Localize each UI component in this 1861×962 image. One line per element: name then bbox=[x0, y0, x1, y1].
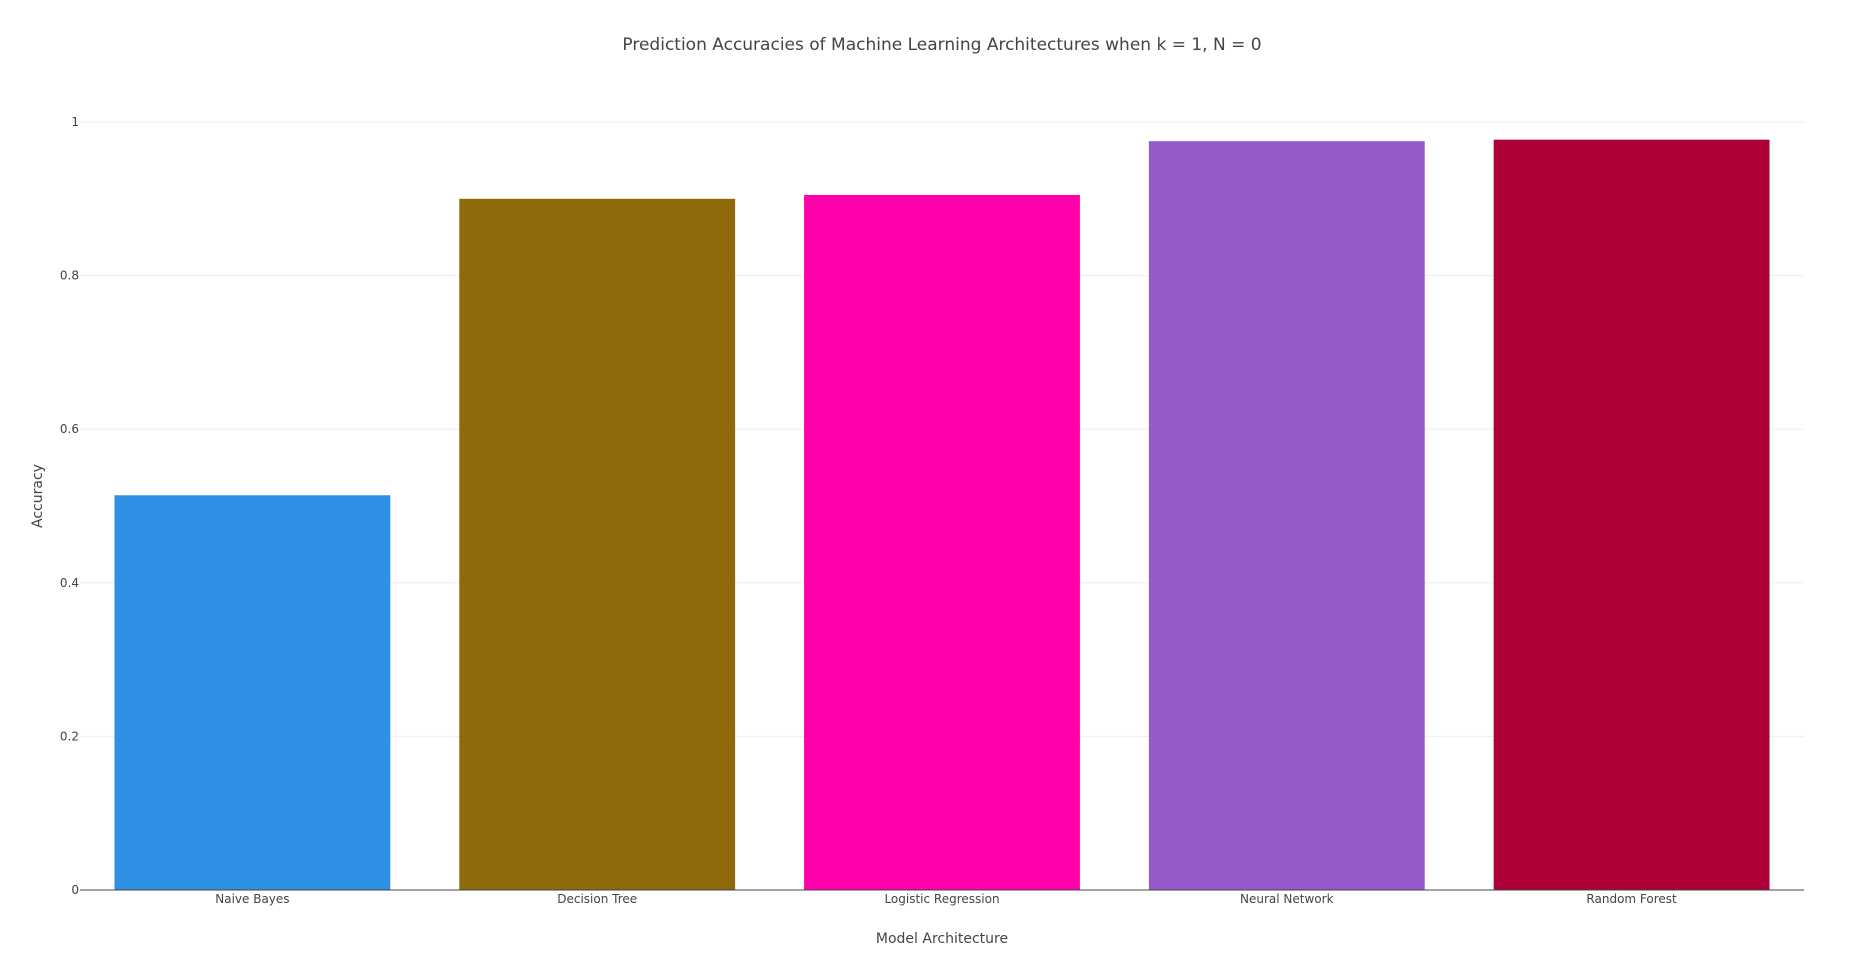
bar-random-forest[interactable] bbox=[1493, 139, 1770, 890]
bar-decision-tree[interactable] bbox=[459, 198, 736, 891]
y-tick-label: 0.8 bbox=[60, 269, 79, 283]
bar-logistic-regression[interactable] bbox=[804, 194, 1080, 890]
chart-title: Prediction Accuracies of Machine Learnin… bbox=[622, 35, 1261, 55]
x-tick-labels: Naive Bayes Decision Tree Logistic Regress… bbox=[215, 892, 1677, 906]
x-tick-label: Random Forest bbox=[1586, 892, 1677, 906]
x-tick-label: Decision Tree bbox=[557, 892, 637, 906]
bar-neural-network[interactable] bbox=[1148, 141, 1425, 890]
x-tick-label: Logistic Regression bbox=[884, 892, 999, 906]
y-tick-label: 0.4 bbox=[60, 576, 79, 590]
y-tick-label: 0.6 bbox=[60, 422, 79, 436]
bar-naive-bayes[interactable] bbox=[114, 495, 391, 890]
y-tick-label: 0 bbox=[71, 883, 79, 897]
x-axis-title: Model Architecture bbox=[876, 931, 1008, 947]
y-tick-label: 1 bbox=[71, 115, 79, 129]
y-axis-title: Accuracy bbox=[30, 464, 46, 528]
y-tick-label: 0.2 bbox=[60, 729, 79, 743]
bars bbox=[114, 139, 1770, 891]
y-tick-labels: 0 0.2 0.4 0.6 0.8 1 bbox=[60, 115, 79, 897]
x-tick-label: Neural Network bbox=[1240, 892, 1334, 906]
x-tick-label: Naive Bayes bbox=[215, 892, 289, 906]
